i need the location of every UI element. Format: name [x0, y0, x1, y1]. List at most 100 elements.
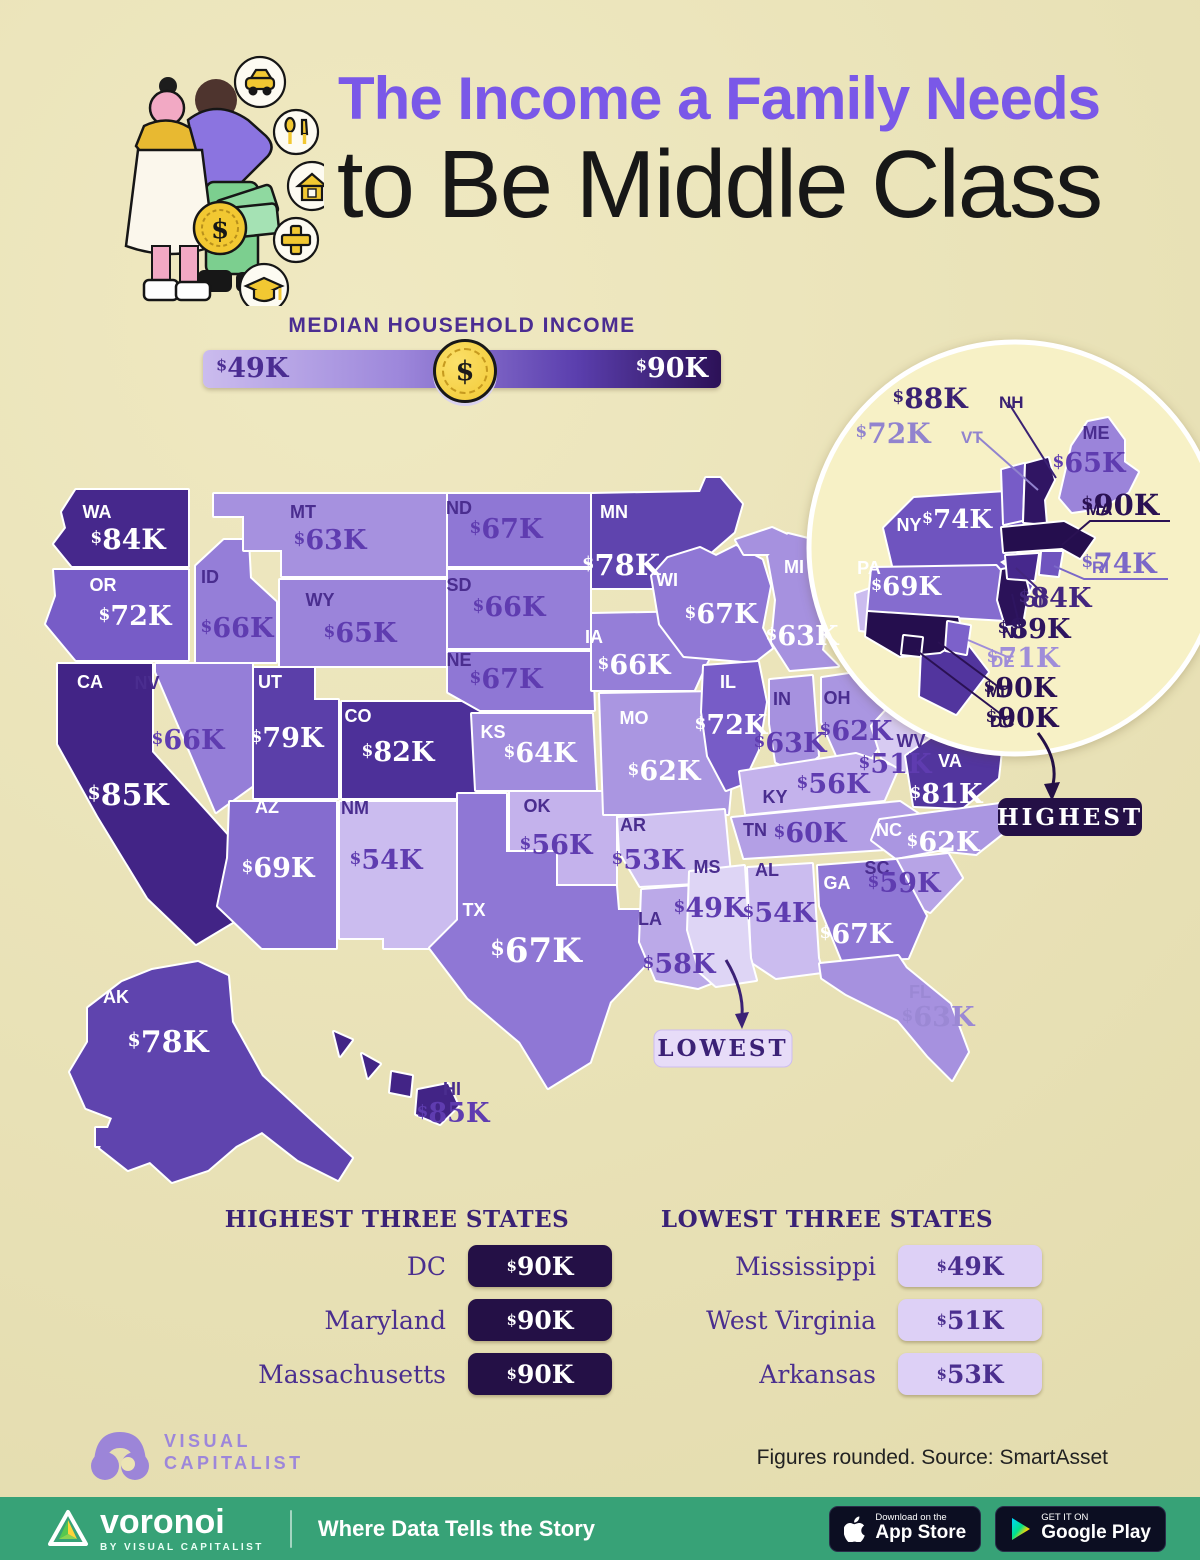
state-name: DC [406, 1251, 446, 1281]
state-KY [738, 752, 900, 816]
callout-value-MD: $90K [984, 673, 1058, 704]
table-row: Mississippi $49K [612, 1245, 1042, 1287]
footer-bar: voronoi BY VISUAL CAPITALIST Where Data … [0, 1497, 1200, 1560]
state-value-ND: $67K [470, 514, 544, 545]
state-abbr-WV: WV [897, 731, 926, 751]
state-abbr-UT: UT [258, 672, 282, 692]
state-abbr-TX: TX [462, 900, 485, 920]
state-FL [818, 954, 970, 1082]
state-value-AL: $54K [743, 898, 817, 929]
page-title: The Income a Family Needs to Be Middle C… [318, 66, 1120, 234]
table-row: Arkansas $53K [612, 1353, 1042, 1395]
state-value-OR: $72K [99, 601, 173, 632]
highest-badge [998, 798, 1142, 836]
source-note: Figures rounded. Source: SmartAsset [756, 1446, 1108, 1469]
state-abbr-KS: KS [480, 722, 505, 742]
callout-abbr-MA: MA [1086, 500, 1112, 519]
car-icon [233, 55, 287, 109]
state-abbr-WA: WA [83, 502, 112, 522]
state-UT [252, 666, 340, 800]
legend-gradient-bar: $49K $90K $ [203, 339, 721, 403]
state-abbr-FL: FL [909, 982, 931, 1002]
header-illustration: $ [124, 55, 324, 306]
leader-line-MA [1061, 520, 1170, 546]
state-value-MN: $78K [582, 548, 662, 582]
state-value-KY: $56K [797, 769, 871, 800]
state-value-CA: $85K [87, 778, 169, 813]
state-NV [154, 662, 254, 814]
state-value-MS: $49K [674, 893, 748, 924]
state-abbr-MN: MN [600, 502, 628, 522]
state-abbr-HI: HI [443, 1079, 461, 1099]
highest-three-states-table: HIGHEST THREE STATES DC $90K Maryland $9… [182, 1206, 612, 1395]
callout-value-RI: $74K [1081, 547, 1158, 580]
plus-icon [272, 216, 320, 264]
state-name: West Virginia [706, 1305, 876, 1335]
state-OR [44, 568, 190, 662]
state-value-TX: $67K [490, 931, 583, 971]
state-value-OH: $62K [820, 716, 894, 747]
voronoi-byline: BY VISUAL CAPITALIST [100, 1541, 264, 1553]
googleplay-badge[interactable]: GET IT ON Google Play [995, 1505, 1166, 1552]
money-icon: $ [192, 183, 281, 256]
legend: MEDIAN HOUSEHOLD INCOME $49K $90K $ [203, 314, 721, 403]
state-abbr-MS: MS [694, 857, 721, 877]
state-value-VA: $81K [910, 779, 984, 810]
value-pill: $90K [468, 1353, 612, 1395]
table-row: Massachusetts $90K [182, 1353, 612, 1395]
state-abbr-NM: NM [341, 798, 369, 818]
state-abbr-CO: CO [345, 706, 372, 726]
state-HI [332, 1030, 460, 1126]
legend-title: MEDIAN HOUSEHOLD INCOME [288, 314, 636, 337]
highest-annotation: HIGHEST [997, 732, 1143, 836]
value-pill: $53K [898, 1353, 1042, 1395]
state-WA [52, 488, 190, 568]
state-MD [864, 610, 964, 658]
state-value-IA: $66K [598, 650, 672, 681]
state-abbr-OH: OH [824, 688, 851, 708]
page-title-line1: The Income a Family Needs [338, 65, 1101, 132]
state-NE [446, 650, 596, 712]
lowest-table-title: LOWEST THREE STATES [660, 1206, 994, 1233]
callout-abbr-NJ: NJ [1002, 623, 1024, 642]
appstore-badge[interactable]: Download on the App Store [829, 1505, 982, 1552]
state-abbr-NY: NY [896, 515, 921, 535]
value-pill: $90K [468, 1299, 612, 1341]
utensils-icon [272, 108, 320, 156]
footer-tagline: Where Data Tells the Story [317, 1515, 596, 1541]
state-value-OK: $56K [520, 830, 594, 861]
state-value-WY: $65K [324, 618, 398, 649]
value-pill: $49K [898, 1245, 1042, 1287]
state-value-FL: $63K [902, 1002, 976, 1033]
state-abbr-SD: SD [446, 575, 471, 595]
voronoi-wordmark: voronoi [100, 1502, 225, 1541]
page-title-line2: to Be Middle Class [336, 131, 1103, 238]
highest-badge-label: HIGHEST [997, 804, 1143, 831]
state-ME [1058, 416, 1140, 514]
state-name: Arkansas [759, 1359, 876, 1389]
state-abbr-NE: NE [446, 650, 471, 670]
state-value-GA: $67K [820, 919, 894, 950]
state-AZ [216, 800, 338, 950]
state-abbr-NC: NC [876, 820, 902, 840]
state-value-SC: $59K [868, 868, 942, 899]
state-abbr-AK: AK [103, 987, 129, 1007]
state-MN [590, 476, 744, 590]
apple-icon [844, 1516, 866, 1542]
state-value-NC: $62K [907, 827, 981, 858]
arrow-down-icon [1044, 782, 1060, 801]
state-value-ME: $65K [1053, 448, 1127, 479]
visual-capitalist-logo-icon [91, 1432, 149, 1480]
state-MA [1000, 520, 1096, 560]
state-value-AZ: $69K [242, 853, 316, 884]
callout-abbr-DC: DC [990, 712, 1015, 731]
callout-value-NJ: $89K [998, 614, 1072, 645]
callout-abbr-CT: CT [1023, 592, 1046, 611]
callout-value-DE: $71K [987, 643, 1061, 674]
graduation-cap-icon [238, 262, 290, 306]
callout-value-DC: $90K [986, 703, 1060, 734]
state-abbr-SC: SC [864, 858, 889, 878]
family-illustration: $ [124, 77, 281, 302]
visual-capitalist-logo: VISUAL CAPITALIST [88, 1424, 304, 1482]
